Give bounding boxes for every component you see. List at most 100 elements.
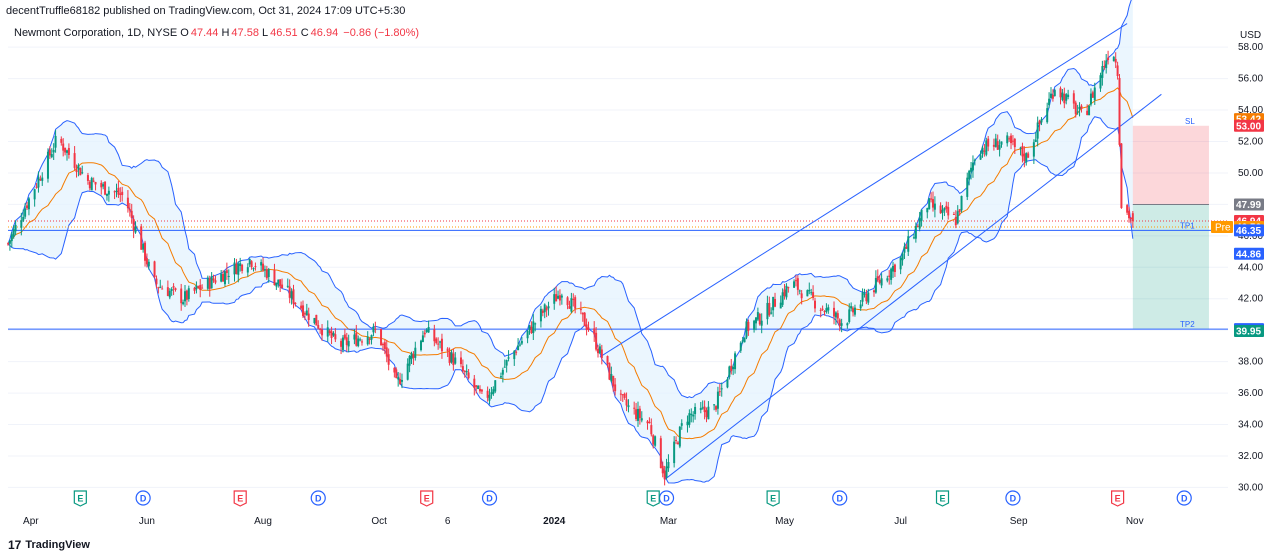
candle-body: [701, 407, 704, 409]
candle-body: [673, 441, 676, 464]
bollinger-basis: [7, 87, 1134, 440]
candle-body: [440, 338, 443, 352]
candle-body: [534, 323, 537, 325]
event-letter: E: [770, 494, 776, 504]
candle-body: [907, 236, 910, 252]
candle-body: [463, 370, 466, 372]
candle-body: [945, 205, 948, 209]
chart-legend: Newmont Corporation, 1D, NYSE O 47.44 H 47…: [14, 27, 419, 39]
candle-body: [423, 332, 426, 335]
candle-body: [768, 303, 771, 316]
candle-body: [1076, 111, 1079, 113]
candle-body: [703, 406, 706, 413]
candle-body: [1040, 119, 1043, 123]
candle-body: [490, 392, 493, 395]
candle-body: [827, 307, 830, 311]
candle-body: [926, 208, 929, 213]
candle-body: [381, 344, 384, 346]
candle-body: [75, 170, 78, 173]
candle-body: [1065, 94, 1068, 101]
candle-body: [813, 300, 816, 309]
price-label-bg: [1234, 224, 1264, 237]
x-tick-label: Oct: [371, 516, 387, 527]
candle-body: [840, 323, 843, 326]
candle-body: [676, 442, 679, 445]
candle-body: [397, 377, 400, 380]
candle-body: [380, 329, 383, 345]
candle-body: [555, 294, 558, 302]
candle-body: [130, 210, 133, 219]
candle-body: [425, 329, 428, 332]
candle-body: [467, 372, 470, 379]
candle-body: [861, 292, 864, 302]
candle-body: [720, 388, 723, 390]
candle-body: [933, 203, 936, 210]
candle-body: [690, 413, 693, 416]
candle-body: [410, 353, 413, 360]
candle-body: [517, 345, 520, 351]
candle-body: [985, 140, 988, 155]
candle-body: [608, 363, 611, 380]
candle-body: [819, 309, 822, 311]
candle-body: [640, 418, 643, 421]
candle-body: [145, 258, 148, 265]
candle-body: [10, 234, 13, 242]
candle-body: [996, 141, 999, 150]
brand-name: TradingView: [25, 539, 90, 551]
candle-body: [307, 313, 310, 320]
candle-body: [585, 324, 588, 330]
candle-body: [614, 384, 617, 392]
candle-body: [756, 312, 759, 320]
candle-body: [1013, 138, 1016, 148]
candle-body: [475, 385, 478, 387]
candle-body: [492, 389, 495, 394]
candle-body: [1038, 120, 1041, 125]
candle-body: [760, 320, 763, 326]
candle-body: [439, 341, 442, 343]
candle-body: [206, 277, 209, 289]
candle-body: [806, 290, 809, 297]
candle-body: [518, 344, 521, 346]
candle-body: [774, 298, 777, 307]
candle-body: [971, 162, 974, 171]
close-key: C: [300, 27, 309, 39]
candle-body: [273, 269, 276, 286]
y-tick-label: 52.00: [1238, 137, 1263, 148]
candle-body: [739, 342, 742, 351]
open-value: 47.44: [190, 27, 219, 39]
symbol-label[interactable]: Newmont Corporation, 1D, NYSE: [14, 27, 178, 39]
candle-body: [1126, 205, 1129, 213]
x-tick-label: Jun: [139, 516, 155, 527]
candle-body: [872, 290, 875, 293]
candle-body: [659, 438, 662, 469]
candle-body: [113, 191, 116, 193]
candle-body: [610, 373, 613, 382]
candle-body: [159, 286, 162, 288]
candle-body: [633, 407, 636, 409]
candle-body: [222, 273, 225, 282]
x-tick-label: Jul: [894, 516, 907, 527]
event-letter: E: [1115, 494, 1121, 504]
candle-body: [694, 406, 697, 415]
candle-body: [233, 262, 236, 275]
candle-body: [648, 421, 651, 424]
y-tick-label: 58.00: [1238, 42, 1263, 53]
horizontal-line-label: TP1: [1180, 221, 1195, 230]
candle-body: [126, 197, 129, 209]
candle-body: [665, 466, 668, 478]
candle-body: [421, 335, 424, 343]
candle-body: [973, 159, 976, 161]
candle-body: [294, 302, 297, 304]
candle-body: [279, 279, 282, 286]
candle-body: [86, 175, 89, 181]
candle-body: [593, 328, 596, 335]
candle-body: [680, 423, 683, 426]
candle-body: [239, 263, 242, 266]
candle-body: [939, 205, 942, 214]
price-tag-label: Pre: [1215, 223, 1231, 234]
candle-body: [892, 265, 895, 272]
candle-body: [383, 342, 386, 349]
candle-body: [332, 332, 335, 336]
event-letter: E: [237, 494, 243, 504]
